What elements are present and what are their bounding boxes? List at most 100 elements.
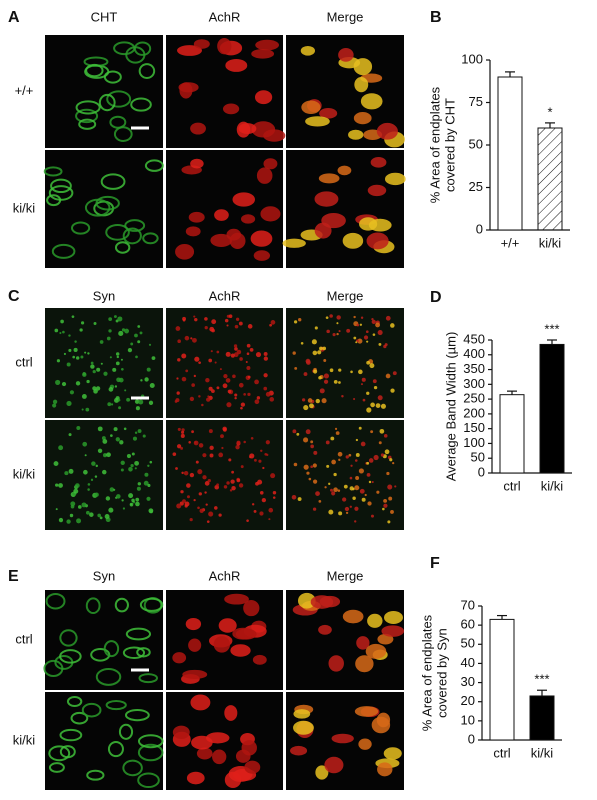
endplate — [254, 90, 273, 105]
endplate — [85, 597, 101, 615]
column-label: CHT — [91, 9, 118, 24]
y-tick-label: 350 — [463, 361, 485, 376]
puncta — [136, 486, 141, 491]
endplate — [109, 115, 127, 129]
puncta — [389, 458, 393, 462]
puncta — [113, 427, 118, 432]
y-axis-label: Average Band Width (µm) — [443, 332, 458, 482]
puncta — [54, 328, 59, 333]
puncta — [230, 479, 235, 484]
puncta — [192, 337, 197, 343]
endplate — [172, 725, 190, 740]
endplate — [305, 116, 330, 127]
puncta — [80, 355, 84, 359]
puncta — [84, 454, 87, 457]
puncta — [354, 506, 359, 511]
puncta — [323, 359, 327, 363]
puncta — [193, 315, 196, 318]
puncta — [352, 496, 356, 500]
puncta — [270, 473, 276, 479]
puncta — [66, 519, 71, 524]
puncta — [378, 342, 382, 346]
puncta — [202, 453, 207, 458]
puncta — [139, 331, 143, 335]
puncta — [177, 339, 181, 344]
puncta — [312, 350, 318, 356]
puncta — [375, 403, 381, 408]
endplate — [338, 47, 354, 62]
puncta — [114, 397, 120, 403]
y-tick-label: 20 — [461, 693, 475, 708]
puncta — [124, 328, 130, 334]
puncta — [338, 511, 343, 516]
micrograph-bg — [45, 590, 163, 690]
y-tick-label: 450 — [463, 331, 485, 346]
endplate — [337, 165, 352, 176]
puncta — [102, 439, 108, 444]
puncta — [364, 493, 367, 497]
puncta — [106, 452, 111, 458]
puncta — [176, 391, 180, 395]
puncta — [194, 356, 200, 362]
puncta — [69, 390, 75, 395]
puncta — [120, 468, 124, 472]
puncta — [144, 377, 149, 382]
puncta — [233, 344, 238, 348]
micrograph-bg — [45, 35, 163, 148]
endplate — [100, 173, 126, 190]
endplate — [70, 221, 91, 235]
puncta — [305, 358, 311, 364]
puncta — [310, 465, 313, 469]
puncta — [229, 489, 233, 492]
puncta — [181, 353, 187, 359]
y-tick-label: 10 — [461, 712, 475, 727]
endplate — [376, 122, 398, 140]
puncta — [127, 348, 133, 353]
endplate — [138, 63, 156, 79]
puncta — [317, 350, 322, 355]
endplate — [83, 56, 109, 67]
puncta — [300, 342, 304, 345]
puncta — [238, 321, 243, 326]
puncta — [333, 379, 338, 384]
puncta — [147, 483, 151, 488]
puncta — [293, 320, 298, 324]
endplate — [218, 618, 237, 633]
endplate — [190, 158, 204, 169]
puncta — [249, 453, 255, 459]
column-label: AchR — [209, 288, 241, 303]
endplate — [103, 640, 120, 658]
puncta — [235, 317, 240, 321]
puncta — [175, 398, 180, 403]
endplate — [45, 592, 66, 610]
puncta — [240, 402, 246, 407]
puncta — [313, 369, 318, 374]
puncta — [253, 509, 257, 513]
endplate — [137, 743, 164, 762]
puncta — [147, 464, 150, 467]
puncta — [109, 487, 115, 492]
puncta — [117, 398, 121, 402]
y-tick-label: 300 — [463, 376, 485, 391]
puncta — [149, 460, 153, 464]
puncta — [55, 483, 59, 487]
puncta — [123, 427, 127, 431]
puncta — [113, 488, 116, 491]
puncta — [218, 452, 224, 458]
puncta — [292, 429, 297, 434]
micrograph — [45, 420, 163, 530]
y-axis-label: covered by Syn — [434, 628, 449, 718]
puncta — [214, 361, 217, 364]
endplate — [113, 126, 133, 142]
puncta — [246, 366, 251, 371]
column-label: Syn — [93, 288, 115, 303]
y-tick-label: 400 — [463, 346, 485, 361]
column-label: Merge — [327, 568, 364, 583]
endplate — [324, 756, 344, 774]
puncta — [176, 503, 182, 509]
puncta — [358, 369, 363, 375]
puncta — [359, 488, 365, 494]
puncta — [323, 373, 330, 379]
puncta — [205, 378, 210, 383]
endplate — [59, 728, 83, 742]
